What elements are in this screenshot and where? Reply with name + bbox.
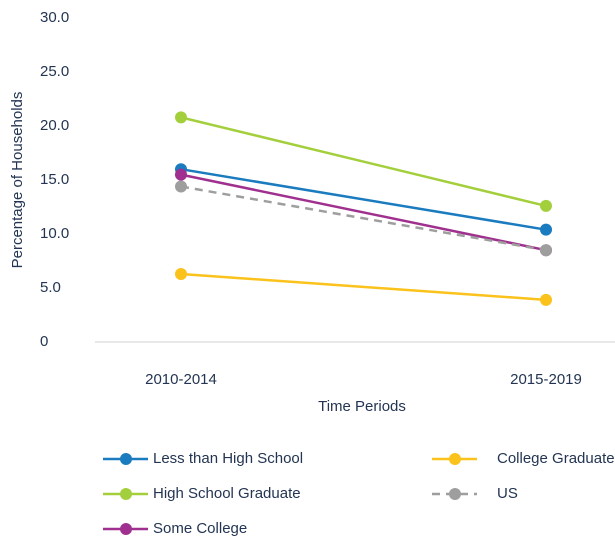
series-line [180, 272, 547, 302]
y-tick-label: 20.0 [40, 117, 69, 134]
legend-label: Less than High School [153, 450, 303, 467]
series-line [180, 185, 547, 252]
legend-marker [449, 488, 461, 500]
data-point [540, 199, 552, 212]
data-point [540, 293, 552, 306]
y-tick-label: 25.0 [40, 63, 69, 80]
y-tick-label: 30.0 [40, 9, 69, 26]
legend-marker [449, 453, 461, 465]
x-tick-label: 2010-2014 [145, 371, 217, 388]
legend-marker [120, 488, 132, 500]
data-point [540, 244, 552, 257]
series-line [180, 173, 547, 252]
y-axis-title: Percentage of Households [9, 92, 26, 269]
x-tick-label: 2015-2019 [510, 371, 582, 388]
data-point [175, 168, 187, 181]
y-tick-label: 0 [40, 333, 48, 350]
legend-label: Some College [153, 520, 247, 537]
legend-marker [120, 523, 132, 535]
y-tick-label: 15.0 [40, 171, 69, 188]
data-point [540, 223, 552, 236]
legend-label: College Graduate [497, 450, 615, 467]
legend-label: High School Graduate [153, 485, 301, 502]
x-axis-title: Time Periods [318, 398, 406, 415]
series-line [180, 167, 547, 231]
series-line [180, 116, 547, 208]
y-tick-label: 5.0 [40, 279, 61, 296]
data-point [175, 180, 187, 193]
legend-label: US [497, 485, 518, 502]
y-tick-label: 10.0 [40, 225, 69, 242]
data-point [175, 267, 187, 280]
legend-marker [120, 453, 132, 465]
data-point [175, 111, 187, 124]
